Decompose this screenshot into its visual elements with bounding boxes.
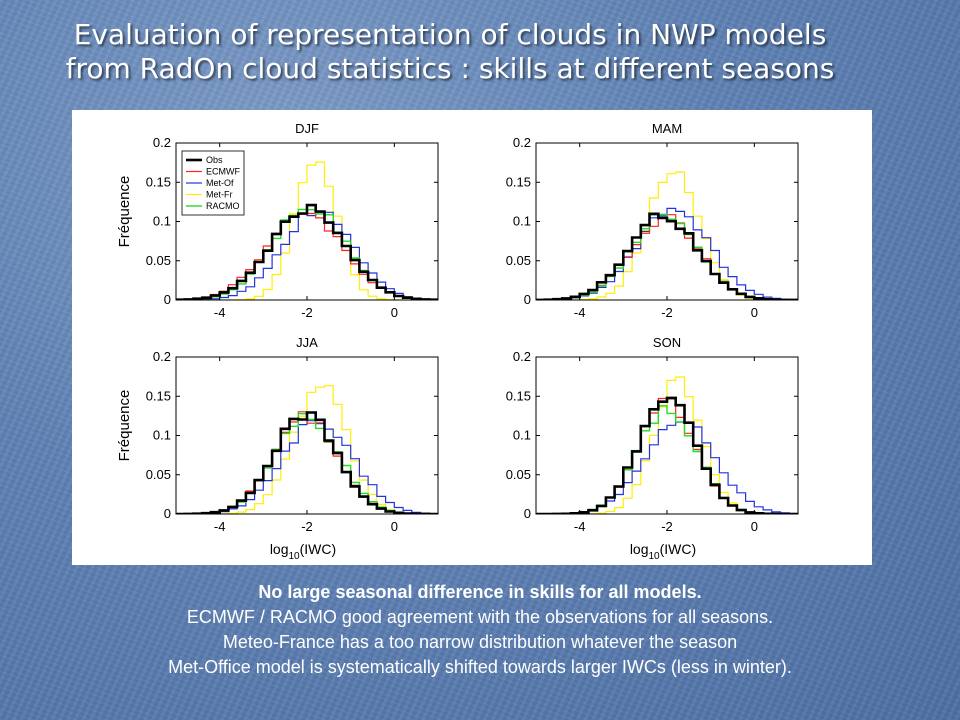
legend-label-racmo: RACMO — [206, 201, 240, 211]
caption-line-3: Meteo-France has a too narrow distributi… — [222, 632, 738, 652]
x-axis-label: log10(IWC) — [270, 541, 336, 562]
ytick-label: 0.05 — [506, 467, 531, 482]
xtick-label: -4 — [214, 519, 226, 534]
series-met-of-son — [536, 421, 798, 514]
series-obs-son — [536, 396, 798, 514]
ytick-label: 0.2 — [153, 349, 171, 364]
series-racmo-jja — [176, 413, 438, 514]
title-line-2: from RadOn cloud statistics : skills at … — [65, 52, 835, 85]
series-racmo-mam — [536, 213, 798, 300]
ytick-label: 0.05 — [506, 253, 531, 268]
ytick-label: 0 — [524, 292, 531, 307]
series-ecmwf-mam — [536, 214, 798, 300]
xtick-label: -2 — [301, 305, 313, 320]
caption-line-1: No large seasonal difference in skills f… — [258, 582, 702, 602]
axes-box-jja — [175, 356, 439, 515]
series-racmo-djf — [176, 208, 438, 300]
legend-label-obs: Obs — [206, 155, 223, 165]
series-ecmwf-son — [536, 397, 798, 514]
chart-son: 0 0.05 0.1 0.15 0.2 -4 -2 0 SON log10(IWC) — [506, 335, 799, 562]
xtick-label: -4 — [574, 519, 586, 534]
legend-label-met-fr: Met-Fr — [206, 190, 233, 200]
ytick-label: 0.1 — [513, 428, 531, 443]
xtick-label: -4 — [574, 305, 586, 320]
figure-panel: 0 0.05 0.1 0.15 0.2 -4 -2 0 DJF Fréquence Obs ECMWF… — [72, 110, 872, 565]
series-racmo-son — [536, 405, 798, 514]
ytick-label: 0.05 — [146, 467, 171, 482]
title-line-1: Evaluation of representation of clouds i… — [73, 18, 827, 51]
slide-title: Evaluation of representation of clouds i… — [0, 18, 960, 86]
series-obs-mam — [536, 212, 798, 300]
series-obs-jja — [176, 411, 438, 514]
xtick-label: 0 — [391, 519, 398, 534]
chart-title: SON — [653, 335, 681, 350]
ytick-label: 0.2 — [153, 135, 171, 150]
chart-djf: 0 0.05 0.1 0.15 0.2 -4 -2 0 DJF Fréquence Obs ECMWF… — [116, 121, 439, 320]
ytick-label: 0.1 — [153, 428, 171, 443]
series-ecmwf-djf — [176, 212, 438, 300]
chart-mam: 0 0.05 0.1 0.15 0.2 -4 -2 0 MAM — [506, 121, 799, 320]
chart-title: JJA — [296, 335, 318, 350]
series-obs-djf — [176, 203, 438, 300]
y-axis-label: Fréquence — [116, 390, 133, 462]
x-axis-label: log10(IWC) — [630, 541, 696, 562]
caption: No large seasonal difference in skills f… — [0, 580, 960, 680]
ytick-label: 0.15 — [506, 174, 531, 189]
series-met-fr-mam — [536, 171, 798, 300]
ytick-label: 0.2 — [513, 135, 531, 150]
legend-label-met-of: Met-Of — [206, 178, 234, 188]
series-met-fr-jja — [176, 385, 438, 514]
xtick-label: -4 — [214, 305, 226, 320]
ytick-label: 0 — [524, 506, 531, 521]
ytick-label: 0 — [164, 292, 171, 307]
ytick-label: 0.05 — [146, 253, 171, 268]
ytick-label: 0.15 — [506, 388, 531, 403]
caption-line-2: ECMWF / RACMO good agreement with the ob… — [186, 607, 774, 627]
ytick-label: 0.15 — [146, 388, 171, 403]
chart-title: DJF — [295, 121, 319, 136]
histogram-grid: 0 0.05 0.1 0.15 0.2 -4 -2 0 DJF Fréquence Obs ECMWF… — [116, 121, 799, 562]
xtick-label: -2 — [661, 519, 673, 534]
chart-jja: 0 0.05 0.1 0.15 0.2 -4 -2 0 JJA Fréquence log10(IW… — [116, 335, 439, 562]
series-met-of-djf — [176, 211, 438, 300]
ytick-label: 0 — [164, 506, 171, 521]
chart-title: MAM — [652, 121, 682, 136]
series-ecmwf-jja — [176, 411, 438, 514]
xtick-label: 0 — [751, 519, 758, 534]
ytick-label: 0.1 — [153, 214, 171, 229]
ytick-label: 0.1 — [513, 214, 531, 229]
ytick-label: 0.15 — [146, 174, 171, 189]
xtick-label: -2 — [661, 305, 673, 320]
ytick-label: 0.2 — [513, 349, 531, 364]
legend-label-ecmwf: ECMWF — [206, 167, 240, 177]
y-axis-label: Fréquence — [116, 176, 133, 248]
xtick-label: 0 — [751, 305, 758, 320]
caption-line-4: Met-Office model is systematically shift… — [168, 657, 792, 677]
series-met-of-jja — [176, 420, 438, 514]
xtick-label: 0 — [391, 305, 398, 320]
xtick-label: -2 — [301, 519, 313, 534]
